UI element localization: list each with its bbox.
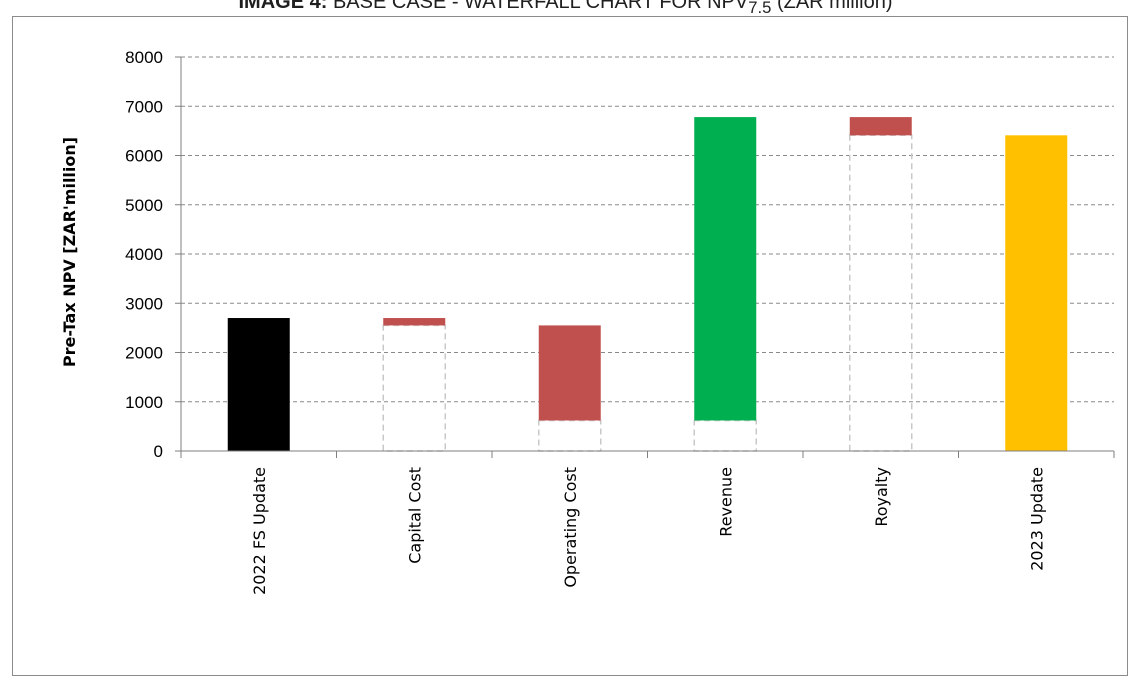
y-tick-label: 0: [154, 442, 163, 461]
y-axis-title: Pre-Tax NPV [ZAR'million]: [60, 137, 79, 367]
bar: [227, 318, 290, 451]
x-category-label: Revenue: [716, 467, 735, 537]
bar: [694, 117, 757, 421]
x-category-label: 2023 Update: [1027, 467, 1046, 571]
x-category-label: Royalty: [872, 467, 891, 527]
waterfall-base-outline: [693, 419, 757, 452]
page-title: IMAGE 4: BASE CASE - WATERFALL CHART FOR…: [0, 0, 1131, 18]
bar: [849, 117, 912, 136]
title-bold: IMAGE 4:: [238, 0, 328, 13]
waterfall-base-outline: [538, 419, 602, 452]
chart-area: 0 1000 2000 3000 4000 5000 6000 7000 8000 2022 FS…: [12, 16, 1128, 676]
x-category-label: 2022 FS Update: [250, 467, 269, 595]
connector-lines: [382, 134, 913, 452]
tick-labels: 0 1000 2000 3000 4000 5000 6000 7000 8000 2022 FS…: [125, 48, 1046, 595]
waterfall-base-outline: [382, 324, 446, 452]
title-unit: (ZAR million): [776, 0, 893, 13]
x-category-label: Operating Cost: [561, 467, 580, 588]
bars: [227, 117, 1068, 451]
axes: [175, 56, 1115, 458]
y-tick-label: 2000: [125, 344, 163, 363]
bar: [1005, 135, 1068, 451]
bar: [383, 318, 446, 326]
y-tick-label: 4000: [125, 245, 163, 264]
title-subscript: 7.5: [748, 0, 772, 17]
y-tick-label: 8000: [125, 48, 163, 67]
y-tick-label: 3000: [125, 294, 163, 313]
waterfall-chart: 0 1000 2000 3000 4000 5000 6000 7000 8000 2022 FS…: [60, 48, 1115, 595]
waterfall-base-outline: [849, 134, 913, 452]
x-category-label: Capital Cost: [405, 467, 424, 564]
y-tick-label: 5000: [125, 196, 163, 215]
y-tick-label: 1000: [125, 393, 163, 412]
bar: [538, 325, 601, 421]
gridlines: [181, 56, 1114, 403]
y-tick-label: 6000: [125, 147, 163, 166]
title-text: BASE CASE - WATERFALL CHART FOR NPV: [332, 0, 749, 13]
y-tick-label: 7000: [125, 97, 163, 116]
